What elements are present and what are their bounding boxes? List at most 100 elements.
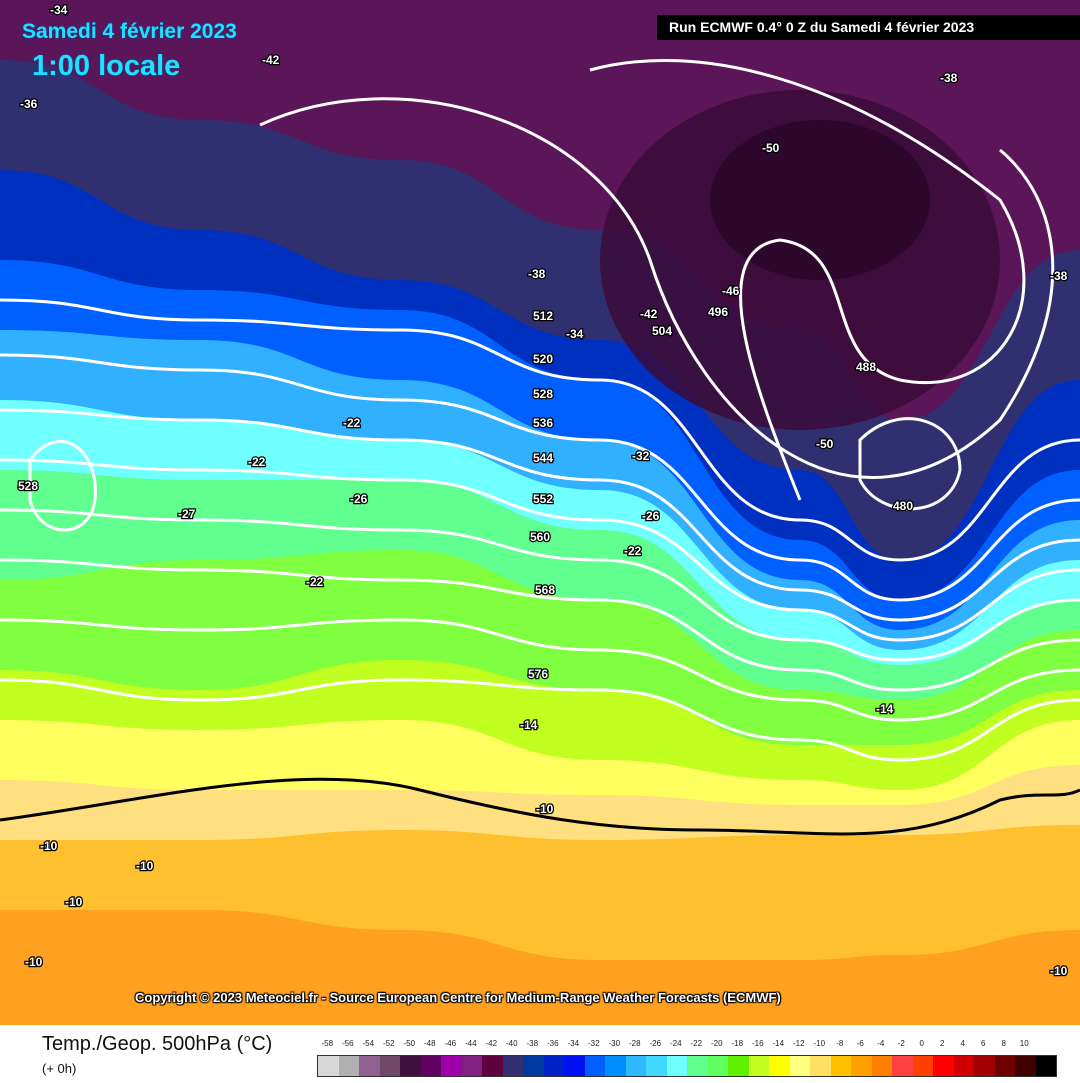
temperature-band <box>0 910 1080 1025</box>
contour-label: 576 <box>528 667 548 681</box>
legend-swatch <box>318 1056 339 1076</box>
contour-label: 512 <box>533 309 553 323</box>
legend-tick: 10 <box>1019 1039 1029 1048</box>
legend-swatch <box>564 1056 585 1076</box>
legend-swatch <box>420 1056 441 1076</box>
legend-title: Temp./Geop. 500hPa (°C) <box>42 1033 273 1055</box>
contour-label: -36 <box>20 97 38 111</box>
contour-label: 536 <box>533 416 553 430</box>
legend-tick: -32 <box>587 1039 600 1048</box>
legend-tick: -18 <box>731 1039 744 1048</box>
geopotential-contour <box>0 508 1080 662</box>
geopotential-contour <box>858 417 962 511</box>
legend-swatch <box>646 1056 667 1076</box>
forecast-date: Samedi 4 février 2023 <box>22 20 237 43</box>
legend-tick: -40 <box>505 1039 518 1048</box>
contour-label: 528 <box>18 479 38 493</box>
legend-tick: 0 <box>919 1039 924 1048</box>
legend-swatch <box>1035 1056 1056 1076</box>
legend-tick: -54 <box>362 1039 375 1048</box>
legend-swatch <box>892 1056 913 1076</box>
geopotential-contour <box>0 353 1080 602</box>
contour-label: -38 <box>1050 269 1068 283</box>
legend-swatch <box>523 1056 544 1076</box>
legend-tick: -52 <box>382 1039 395 1048</box>
legend-swatch <box>912 1056 933 1076</box>
contour-label: 528 <box>533 387 553 401</box>
contour-label: -10 <box>1050 964 1068 978</box>
legend-tick: -36 <box>546 1039 559 1048</box>
legend-swatch <box>851 1056 872 1076</box>
contour-label: 504 <box>652 324 672 338</box>
legend-swatch <box>687 1056 708 1076</box>
legend-swatch <box>1015 1056 1036 1076</box>
contour-label: -14 <box>520 718 538 732</box>
legend-tick: -34 <box>567 1039 580 1048</box>
legend-swatch <box>933 1056 954 1076</box>
legend-color-bar <box>317 1055 1057 1077</box>
legend-lead-time: (+ 0h) <box>42 1061 77 1076</box>
legend-tick: 4 <box>960 1039 965 1048</box>
legend-tick: -26 <box>649 1039 662 1048</box>
legend-tick: -42 <box>485 1039 498 1048</box>
legend-swatch <box>461 1056 482 1076</box>
legend-swatch <box>974 1056 995 1076</box>
contour-label: 552 <box>533 492 553 506</box>
contour-label: 520 <box>533 352 553 366</box>
legend-tick: -14 <box>772 1039 785 1048</box>
contour-label: 496 <box>708 305 728 319</box>
contour-label: -27 <box>178 507 196 521</box>
contour-label: -26 <box>642 509 660 523</box>
legend-tick: -30 <box>608 1039 621 1048</box>
weather-map: 512 520 528 536 544 552 560 568 576 504 496 488 480 5… <box>0 0 1080 1025</box>
contour-label: -38 <box>940 71 958 85</box>
legend-swatch <box>379 1056 400 1076</box>
legend-tick: -12 <box>792 1039 805 1048</box>
legend-tick: -56 <box>341 1039 354 1048</box>
contour-label: -42 <box>262 53 280 67</box>
legend-swatch <box>953 1056 974 1076</box>
legend-swatch <box>994 1056 1015 1076</box>
contour-label: 544 <box>533 451 553 465</box>
legend-swatch <box>769 1056 790 1076</box>
legend-tick: -10 <box>813 1039 826 1048</box>
contour-label: -34 <box>50 3 68 17</box>
contour-label: -50 <box>816 437 834 451</box>
geopotential-contour <box>589 59 1026 501</box>
legend-swatch <box>338 1056 359 1076</box>
copyright-notice: Copyright © 2023 Meteociel.fr - Source E… <box>135 990 781 1005</box>
contour-label: -14 <box>876 702 894 716</box>
legend-swatch <box>748 1056 769 1076</box>
contour-label: -22 <box>248 455 266 469</box>
contour-label: -32 <box>632 449 650 463</box>
contour-label: -22 <box>624 544 642 558</box>
legend-tick: -20 <box>710 1039 723 1048</box>
contour-label: -42 <box>640 307 658 321</box>
contour-label: -46 <box>722 284 740 298</box>
legend-swatch <box>830 1056 851 1076</box>
contour-label: -50 <box>762 141 780 155</box>
legend-swatch <box>728 1056 749 1076</box>
legend-swatch <box>502 1056 523 1076</box>
legend-swatch <box>789 1056 810 1076</box>
legend-tick: -2 <box>897 1039 905 1048</box>
legend-swatch <box>359 1056 380 1076</box>
contour-label: 568 <box>535 583 555 597</box>
legend-tick: -16 <box>751 1039 764 1048</box>
contour-label: -26 <box>350 492 368 506</box>
contour-label: -22 <box>343 416 361 430</box>
legend-swatch <box>666 1056 687 1076</box>
legend-swatch <box>441 1056 462 1076</box>
legend-tick: -44 <box>464 1039 477 1048</box>
legend-swatch <box>584 1056 605 1076</box>
legend-swatch <box>482 1056 503 1076</box>
color-legend: Temp./Geop. 500hPa (°C) (+ 0h) -58 -56 -54… <box>0 1025 1080 1083</box>
legend-swatch <box>810 1056 831 1076</box>
geopotential-contour <box>28 440 97 532</box>
cold-core-center <box>710 120 930 280</box>
legend-tick: -4 <box>877 1039 885 1048</box>
contour-label: -10 <box>136 859 154 873</box>
geopotential-contours <box>0 59 1080 762</box>
contour-label: -10 <box>536 802 554 816</box>
legend-tick: 2 <box>940 1039 945 1048</box>
